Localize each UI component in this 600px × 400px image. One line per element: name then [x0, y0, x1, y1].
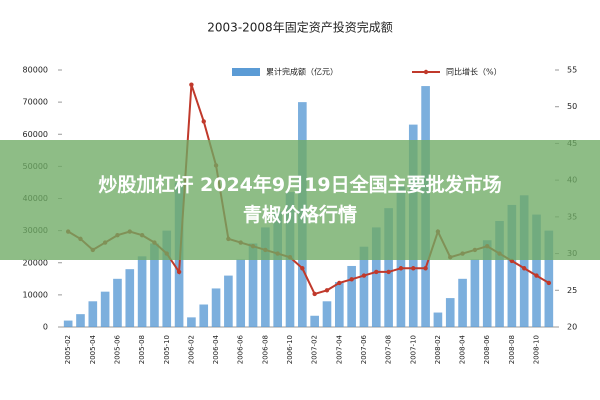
- line-marker: [312, 291, 317, 297]
- y-tick-label: 0: [43, 323, 48, 332]
- x-tick-label: 2005-08: [138, 335, 146, 364]
- bar: [470, 259, 480, 327]
- line-marker: [201, 119, 206, 124]
- x-tick-label: 2006-02: [187, 335, 195, 364]
- y2-tick-label: 25: [567, 286, 577, 295]
- bar: [187, 317, 196, 327]
- bar: [224, 275, 233, 327]
- bar: [532, 214, 541, 327]
- bar: [507, 204, 517, 327]
- y2-tick-label: 55: [567, 66, 577, 75]
- line-marker: [361, 273, 367, 278]
- bar: [384, 208, 393, 327]
- x-tick-label: 2008-10: [533, 335, 541, 364]
- x-tick-label: 2005-06: [113, 334, 121, 364]
- x-tick-label: 2006-04: [212, 334, 220, 364]
- bar: [125, 269, 135, 327]
- bar: [544, 230, 554, 327]
- x-tick-label: 2008-08: [508, 335, 516, 364]
- bar: [248, 243, 258, 327]
- x-tick-label: 2006-06: [237, 334, 245, 364]
- line-marker: [398, 266, 404, 271]
- bar: [433, 312, 443, 327]
- bar: [482, 240, 492, 327]
- bar: [199, 304, 209, 327]
- x-tick-label: 2007-04: [335, 334, 343, 364]
- x-tick-label: 2007-10: [409, 335, 417, 364]
- x-tick-label: 2005-04: [89, 334, 97, 364]
- legend-label: 累计完成额（亿元）: [266, 67, 338, 77]
- line-marker: [411, 266, 416, 271]
- line-marker: [521, 266, 527, 271]
- x-tick-label: 2005-02: [64, 335, 72, 364]
- line-marker: [300, 266, 305, 271]
- legend-label: 同比增长（%）: [446, 67, 502, 77]
- bar: [76, 314, 85, 327]
- bar: [100, 291, 110, 327]
- bar: [445, 298, 455, 327]
- line-marker: [386, 269, 391, 275]
- x-tick-label: 2008-02: [434, 335, 442, 364]
- x-tick-label: 2007-08: [385, 335, 393, 364]
- bar: [371, 227, 381, 327]
- line-marker: [546, 280, 552, 286]
- line-marker: [374, 269, 379, 275]
- y-tick-label: 60000: [23, 130, 48, 139]
- line-marker: [349, 277, 354, 282]
- bar: [236, 259, 246, 327]
- bar: [150, 243, 159, 327]
- y-tick-label: 70000: [23, 98, 48, 107]
- chart-title: 2003-2008年固定资产投资完成额: [207, 20, 392, 35]
- legend-swatch: [423, 69, 429, 75]
- overlay-banner: 炒股加杠杆 2024年9月19日全国主要批发市场 青椒价格行情: [0, 140, 600, 260]
- x-tick-label: 2007-02: [311, 335, 319, 364]
- line-marker: [324, 288, 330, 293]
- x-tick-label: 2008-04: [459, 334, 467, 364]
- bar: [359, 246, 369, 327]
- line-marker: [337, 280, 342, 286]
- bar: [273, 211, 283, 327]
- bar: [334, 282, 344, 327]
- x-tick-label: 2007-06: [360, 334, 368, 364]
- line-marker: [423, 266, 428, 271]
- bar: [519, 195, 529, 327]
- bar: [322, 301, 332, 327]
- bar: [88, 301, 98, 327]
- x-tick-label: 2008-06: [483, 334, 491, 364]
- bar: [310, 315, 319, 327]
- y-tick-label: 80000: [23, 66, 48, 75]
- y2-tick-label: 20: [567, 323, 577, 332]
- x-tick-label: 2006-08: [261, 335, 269, 364]
- y-tick-label: 10000: [23, 290, 48, 299]
- x-tick-label: 2005-10: [163, 335, 171, 364]
- bar: [347, 265, 356, 327]
- bar: [458, 278, 467, 327]
- overlay-line: 青椒价格行情: [242, 204, 357, 226]
- line-marker: [176, 269, 182, 275]
- line-marker: [534, 273, 539, 278]
- bar: [137, 256, 147, 327]
- legend-swatch: [232, 68, 260, 76]
- bar: [261, 227, 270, 327]
- y-tick-label: 20000: [23, 258, 48, 267]
- x-tick-label: 2006-10: [286, 335, 294, 364]
- bar: [162, 230, 172, 327]
- y2-tick-label: 50: [567, 102, 577, 111]
- bar: [63, 320, 73, 327]
- bar: [211, 288, 221, 327]
- line-marker: [189, 82, 194, 87]
- bar: [113, 278, 122, 327]
- overlay-line: 炒股加杠杆 2024年9月19日全国主要批发市场: [98, 174, 502, 196]
- bar: [495, 220, 504, 327]
